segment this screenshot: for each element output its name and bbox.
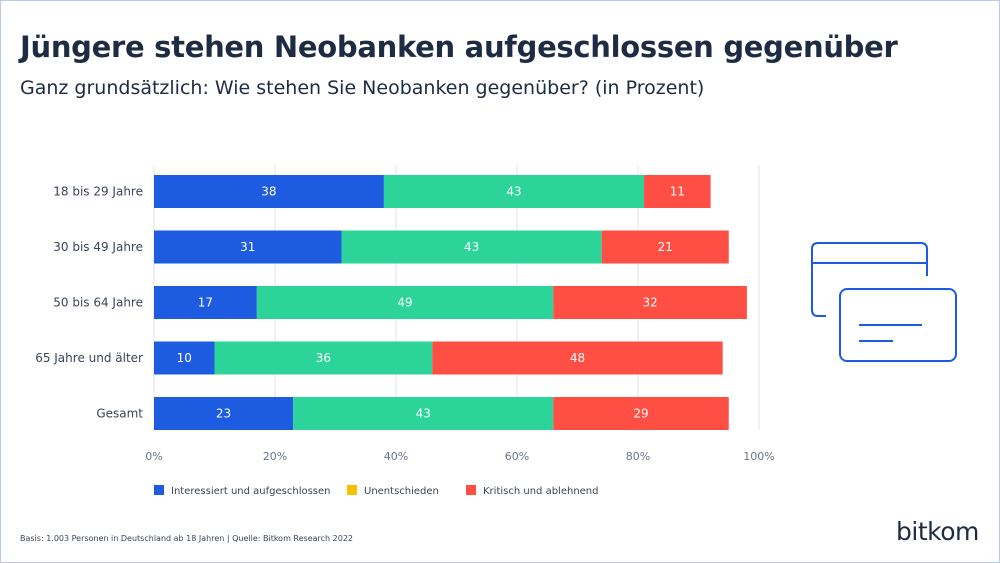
legend: Interessiert und aufgeschlossen Unentschi… xyxy=(154,485,599,497)
bar-segment xyxy=(341,230,602,264)
legend-swatch xyxy=(154,485,164,495)
category-label: Gesamt xyxy=(96,407,143,421)
bar-value-label: 29 xyxy=(633,407,648,421)
category-label: 18 bis 29 Jahre xyxy=(53,185,143,199)
x-tick-label: 0% xyxy=(145,450,162,463)
bar-segment xyxy=(154,341,215,375)
back-card-outline xyxy=(811,242,928,317)
x-tick-label: 60% xyxy=(505,450,529,463)
bar-segment xyxy=(293,397,554,430)
category-label: 50 bis 64 Jahre xyxy=(53,296,143,310)
footnote: Basis: 1.003 Personen in Deutschland ab … xyxy=(20,534,354,543)
bar-value-label: 32 xyxy=(642,296,657,310)
bar-segment xyxy=(383,175,645,208)
x-tick-label: 80% xyxy=(626,450,650,463)
bar-value-label: 21 xyxy=(658,240,673,254)
bar-segment xyxy=(553,286,747,319)
category-labels: 18 bis 29 Jahre 30 bis 49 Jahre 50 bis 64 … xyxy=(35,185,143,421)
bar-segment xyxy=(214,341,433,375)
bar-value-label: 48 xyxy=(570,351,585,365)
bar-value-label: 23 xyxy=(216,407,231,421)
bar-value-label: 49 xyxy=(397,296,412,310)
bar-segment xyxy=(644,175,711,208)
bar-segment xyxy=(154,230,342,264)
legend-label: Unentschieden xyxy=(364,486,439,497)
bar-value-label: 17 xyxy=(198,296,213,310)
front-card-outline xyxy=(839,288,957,362)
legend-swatch xyxy=(466,485,476,495)
bar-segment xyxy=(154,175,384,208)
bar-value-label: 11 xyxy=(670,185,685,199)
bar-value-label: 36 xyxy=(316,351,331,365)
category-label: 65 Jahre und älter xyxy=(35,351,143,365)
bar-value-label: 31 xyxy=(240,240,255,254)
legend-label: Interessiert und aufgeschlossen xyxy=(171,486,331,497)
bar-value-label: 43 xyxy=(416,407,431,421)
category-label: 30 bis 49 Jahre xyxy=(53,240,143,254)
bar-value-label: 43 xyxy=(464,240,479,254)
bar-segment xyxy=(154,397,294,430)
bar-segment xyxy=(553,397,729,430)
bar-segment xyxy=(256,286,554,319)
x-axis-ticks: 0% 20% 40% 60% 80% 100% xyxy=(145,450,774,463)
bar-segment xyxy=(432,341,723,375)
bars: 38 43 11 31 43 21 17 49 32 10 36 48 23 43 29 xyxy=(154,175,747,430)
chart-title: Jüngere stehen Neobanken aufgeschlossen … xyxy=(20,30,898,64)
x-tick-label: 40% xyxy=(384,450,408,463)
x-tick-label: 100% xyxy=(743,450,774,463)
cards-icon xyxy=(811,242,957,362)
chart-subtitle: Ganz grundsätzlich: Wie stehen Sie Neoba… xyxy=(20,77,705,99)
x-tick-label: 20% xyxy=(263,450,287,463)
legend-swatch xyxy=(347,485,357,495)
bitkom-logo: bitkom xyxy=(896,517,979,546)
legend-label: Kritisch und ablehnend xyxy=(483,486,599,497)
bar-value-label: 10 xyxy=(177,351,192,365)
bar-value-label: 38 xyxy=(261,185,276,199)
bar-value-label: 43 xyxy=(506,185,521,199)
bar-segment xyxy=(601,230,729,264)
bar-segment xyxy=(154,286,257,319)
